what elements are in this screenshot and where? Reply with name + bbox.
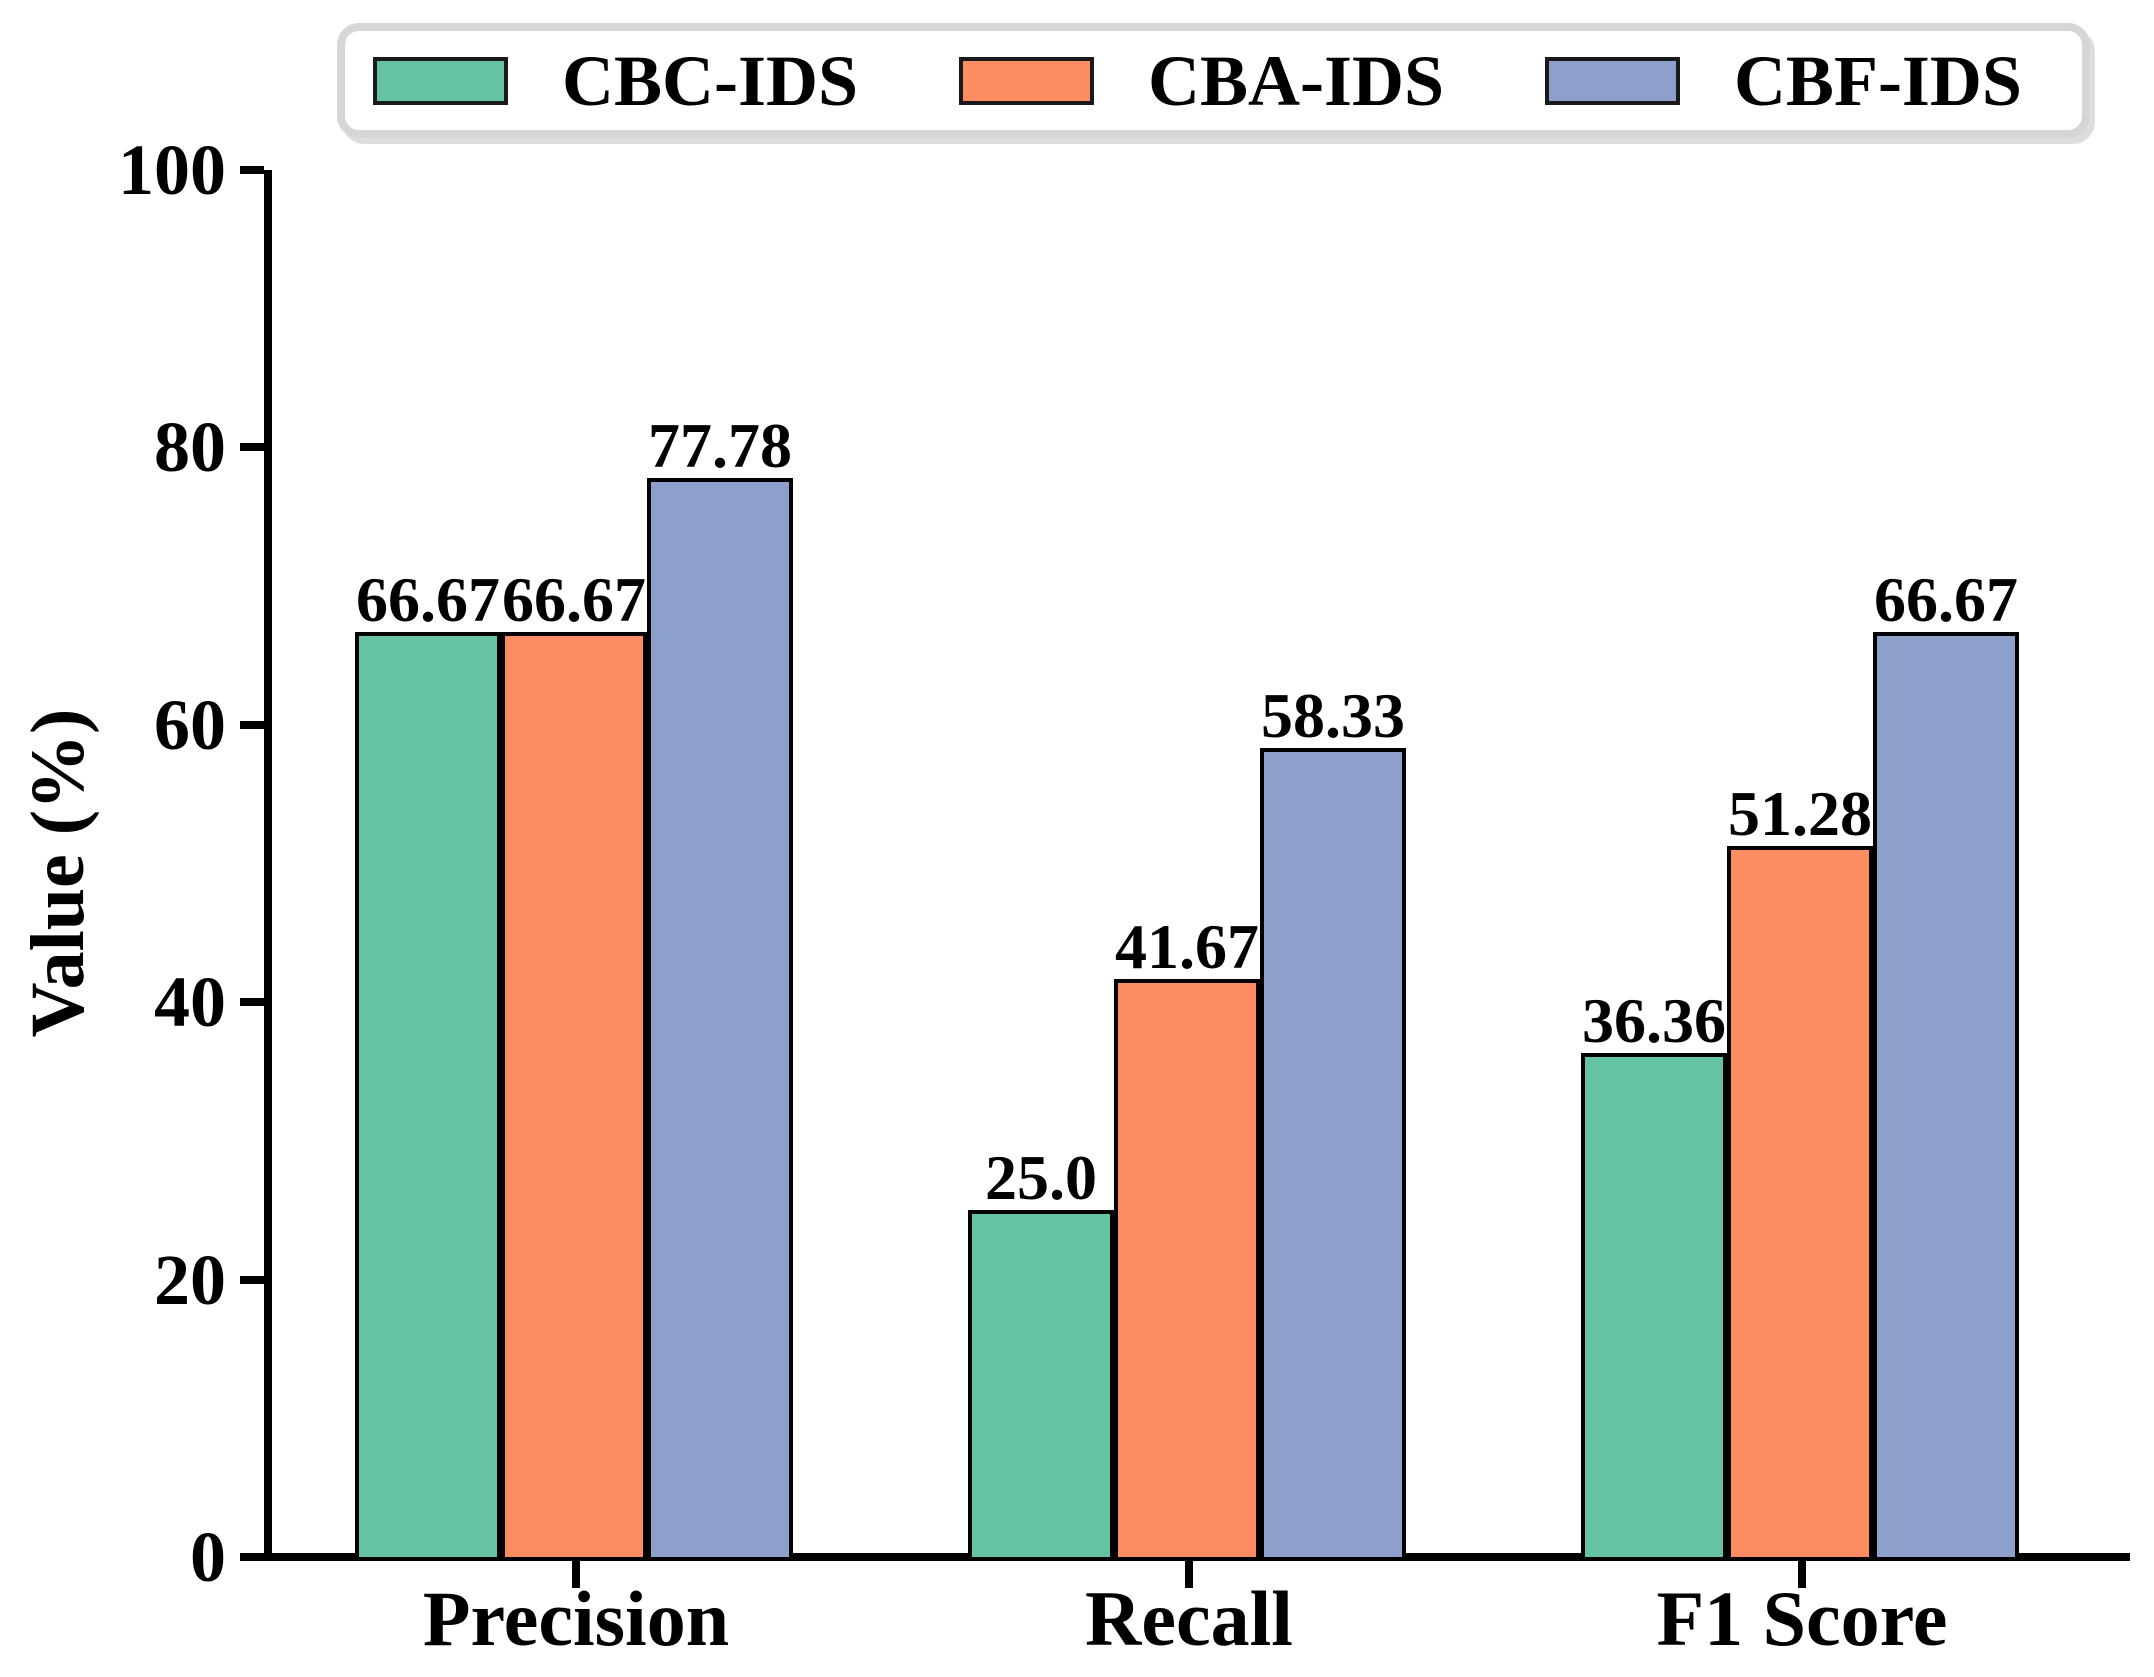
bar-cbf-ids-precision <box>647 478 793 1561</box>
y-tick-label: 100 <box>118 130 226 210</box>
y-tick-mark <box>240 1275 264 1284</box>
bar-cba-ids-precision <box>501 632 647 1561</box>
legend-label: CBA-IDS <box>1147 40 1445 121</box>
legend-swatch-icon <box>373 56 508 105</box>
y-tick-mark <box>240 998 264 1007</box>
y-tick-label: 20 <box>154 1239 226 1320</box>
bar-cba-ids-f1-score <box>1727 846 1873 1561</box>
y-tick-label: 0 <box>190 1517 226 1597</box>
bar-value-label: 66.67 <box>1874 564 2018 635</box>
legend-swatch-icon <box>1544 56 1680 105</box>
legend-item-cbf-ids: CBF-IDS <box>1544 40 2022 121</box>
bar-value-label: 66.67 <box>502 564 646 635</box>
y-tick-mark <box>240 1553 264 1561</box>
bar-value-label: 41.67 <box>1115 911 1259 982</box>
legend-swatch-icon <box>958 56 1094 105</box>
bar-value-label: 51.28 <box>1728 778 1872 849</box>
bar-value-label: 58.33 <box>1261 680 1405 751</box>
legend-label: CBF-IDS <box>1733 40 2022 121</box>
legend-item-cba-ids: CBA-IDS <box>958 40 1445 121</box>
x-tick-label: F1 Score <box>1656 1575 1948 1662</box>
bar-value-label: 66.67 <box>356 564 500 635</box>
x-tick-label: Recall <box>1085 1575 1293 1662</box>
x-tick-mark <box>572 1561 580 1588</box>
y-tick-label: 60 <box>154 684 226 765</box>
bar-value-label: 25.0 <box>985 1142 1097 1213</box>
y-axis-spine <box>264 170 272 1561</box>
y-tick-mark <box>240 166 264 174</box>
bar-value-label: 77.78 <box>648 410 792 481</box>
x-tick-label: Precision <box>422 1575 730 1662</box>
legend: CBC-IDS CBA-IDS CBF-IDS <box>337 23 2090 138</box>
bar-cba-ids-recall <box>1114 979 1260 1561</box>
bar-cbc-ids-precision <box>355 632 501 1561</box>
y-tick-mark <box>240 443 264 452</box>
bar-cbf-ids-f1-score <box>1873 632 2019 1561</box>
x-tick-mark <box>1185 1561 1193 1588</box>
bar-cbc-ids-f1-score <box>1581 1053 1727 1561</box>
bar-cbf-ids-recall <box>1260 748 1406 1561</box>
y-tick-mark <box>240 720 264 729</box>
y-tick-label: 40 <box>154 962 226 1043</box>
bar-value-label: 36.36 <box>1582 985 1726 1056</box>
legend-item-cbc-ids: CBC-IDS <box>373 45 858 117</box>
x-tick-mark <box>1798 1561 1806 1588</box>
y-tick-label: 80 <box>154 407 226 488</box>
legend-label: CBC-IDS <box>562 40 859 121</box>
bar-cbc-ids-recall <box>968 1210 1114 1561</box>
